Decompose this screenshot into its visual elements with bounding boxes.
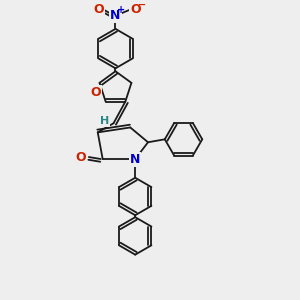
Text: O: O	[76, 151, 86, 164]
Text: N: N	[130, 152, 140, 166]
Text: +: +	[117, 5, 125, 15]
Text: H: H	[100, 116, 109, 126]
Text: N: N	[110, 9, 121, 22]
Text: O: O	[90, 86, 101, 99]
Text: O: O	[93, 3, 104, 16]
Text: O: O	[130, 3, 140, 16]
Text: −: −	[138, 0, 146, 10]
